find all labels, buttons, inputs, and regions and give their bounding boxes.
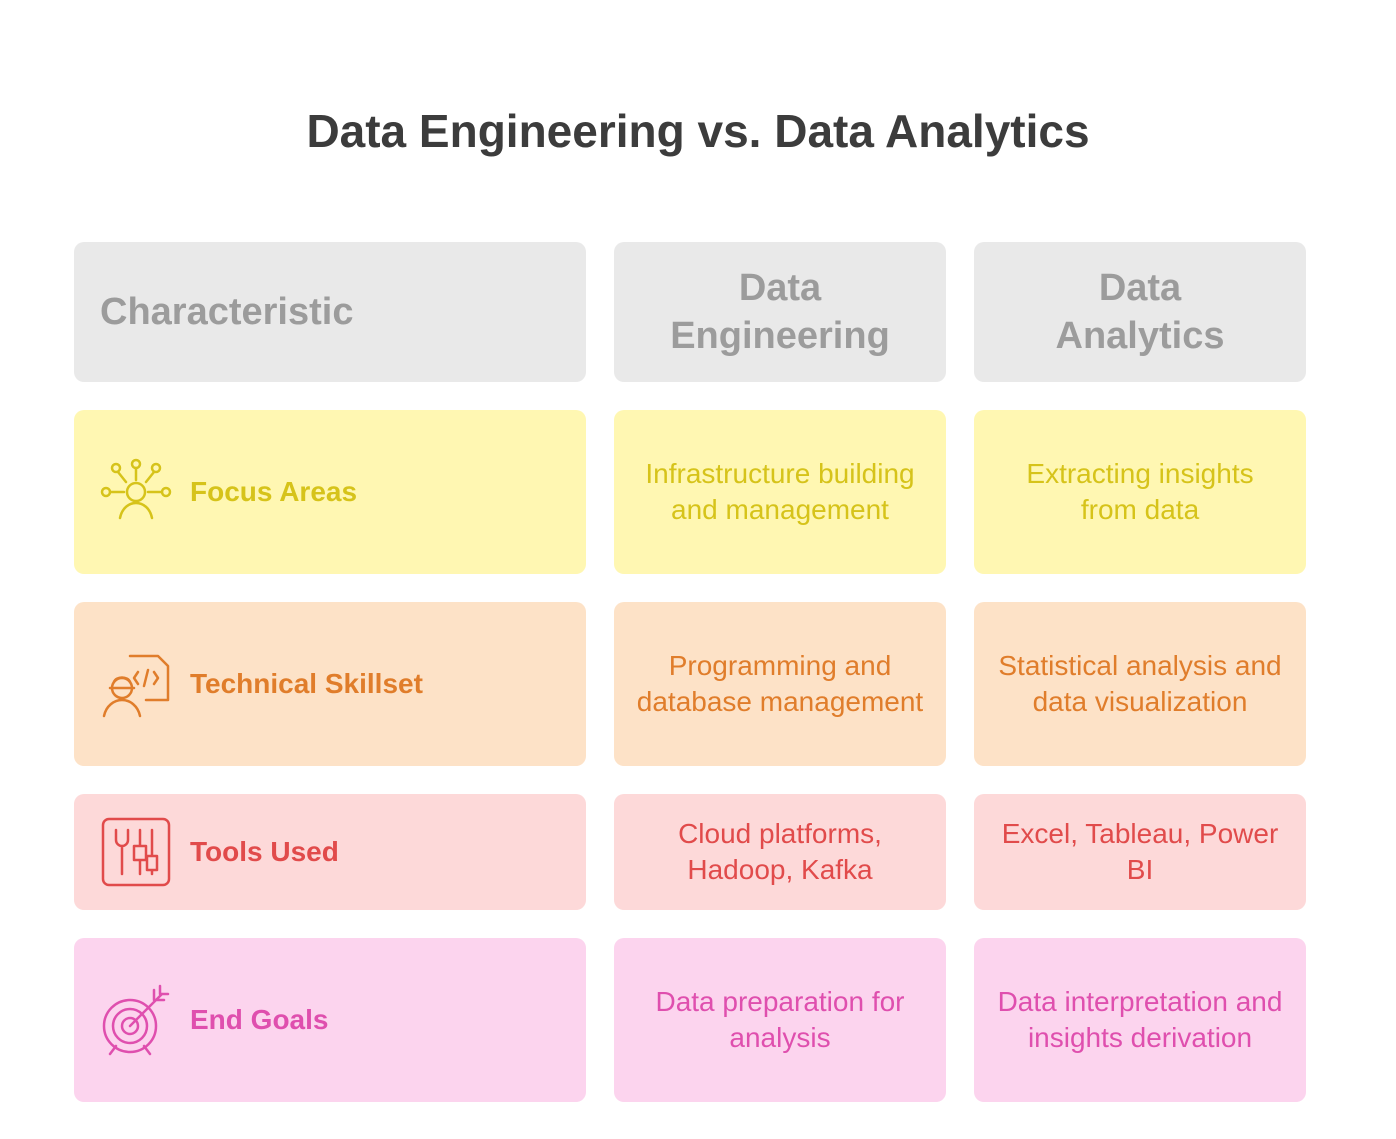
focus-icon	[100, 458, 172, 520]
cell-text: Infrastructure building and management	[645, 458, 915, 525]
header-text: Characteristic	[100, 291, 354, 333]
tools-icon	[101, 817, 171, 887]
row-label-text: Tools Used	[190, 836, 339, 867]
cell-text: Extracting insights from data	[1026, 458, 1254, 525]
header-cell: Data Analytics	[974, 242, 1306, 382]
row-label: End Goals	[100, 984, 328, 1056]
skill-icon	[102, 654, 170, 718]
row-label-text: Focus Areas	[190, 476, 358, 507]
cell: Cloud platforms, Hadoop, Kafka	[614, 794, 946, 910]
header-text: Data Engineering	[670, 267, 890, 357]
header-text: Data Analytics	[1055, 267, 1225, 357]
cell: Excel, Tableau, Power BI	[974, 794, 1306, 910]
cell: Statistical analysis and data visualizat…	[974, 602, 1306, 766]
cell-text: Data interpretation and insights derivat…	[997, 986, 1283, 1053]
cell: Data preparation for analysis	[614, 938, 946, 1102]
row-label-cell: End Goals	[74, 938, 586, 1102]
row-label-cell: Tools Used	[74, 794, 586, 910]
cell-text: Data preparation for analysis	[655, 986, 905, 1053]
cell: Programming and database management	[614, 602, 946, 766]
cell-text: Cloud platforms, Hadoop, Kafka	[678, 818, 882, 885]
row-label-text: End Goals	[190, 1004, 329, 1035]
cell-text: Excel, Tableau, Power BI	[1001, 818, 1279, 885]
cell: Data interpretation and insights derivat…	[974, 938, 1306, 1102]
row-label: Focus Areas	[100, 456, 357, 528]
cell-text: Statistical analysis and data visualizat…	[998, 650, 1282, 717]
goals-icon	[102, 984, 170, 1056]
row-label-cell: Technical Skillset	[74, 602, 586, 766]
cell-text: Programming and database management	[636, 650, 924, 717]
row-label-cell: Focus Areas	[74, 410, 586, 574]
header-cell: Data Engineering	[614, 242, 946, 382]
title: Data Engineering vs. Data Analytics	[306, 105, 1090, 157]
row-label: Tools Used	[100, 816, 339, 888]
header-cell: Characteristic	[74, 242, 586, 382]
cell: Extracting insights from data	[974, 410, 1306, 574]
row-label-text: Technical Skillset	[190, 668, 423, 699]
cell: Infrastructure building and management	[614, 410, 946, 574]
row-label: Technical Skillset	[100, 648, 423, 720]
